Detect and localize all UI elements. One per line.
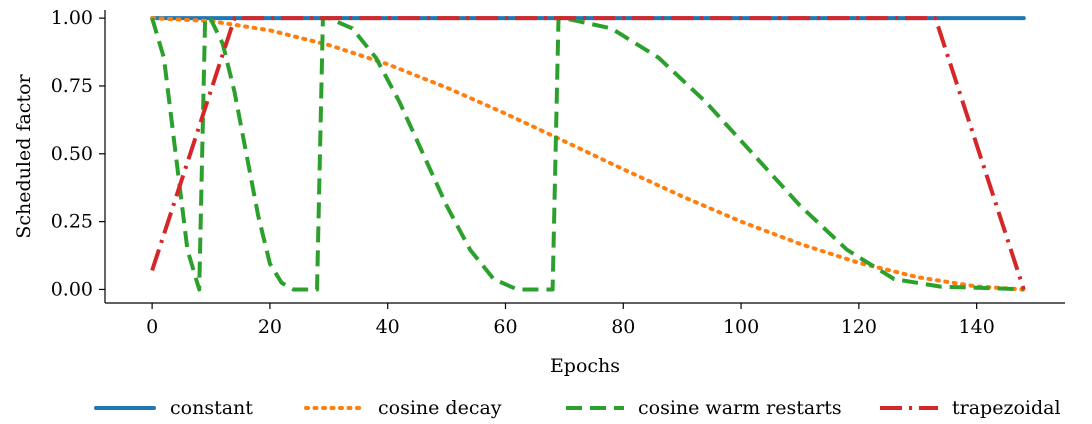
y-ticks: 0.00 0.25 0.50 0.75 1.00 [51,7,105,300]
legend-label: trapezoidal [952,397,1061,419]
y-tick-label: 1.00 [51,7,93,29]
legend-label: cosine warm restarts [638,397,842,419]
x-tick-label: 60 [493,316,517,338]
legend-label: cosine decay [378,397,502,419]
series-lines [150,16,1026,292]
series-line-cosine-decay [150,16,1026,292]
legend: constant cosine decay cosine warm restarts… [94,397,1061,419]
y-tick-label: 0.00 [51,278,93,300]
x-tick-label: 40 [376,316,400,338]
y-axis-label: Scheduled factor [13,73,35,238]
x-tick-label: 0 [146,316,158,338]
x-tick-label: 120 [841,316,877,338]
x-tick-label: 20 [258,316,282,338]
x-ticks: 0 20 40 60 80 100 120 140 [146,303,995,338]
x-tick-label: 140 [959,316,995,338]
y-tick-label: 0.50 [51,143,93,165]
x-axis-label: Epochs [550,355,620,377]
series-line-trapezoidal [150,16,1026,291]
series-line-cosine-warm-restarts [150,16,1024,292]
x-tick-label: 100 [723,316,759,338]
y-tick-label: 0.25 [51,211,93,233]
legend-label: constant [170,397,253,419]
x-tick-label: 80 [611,316,635,338]
y-tick-label: 0.75 [51,75,93,97]
plot-area: 0 20 40 60 80 100 120 140 0.00 0.25 0.50 0.75 1.00 [51,7,1065,338]
